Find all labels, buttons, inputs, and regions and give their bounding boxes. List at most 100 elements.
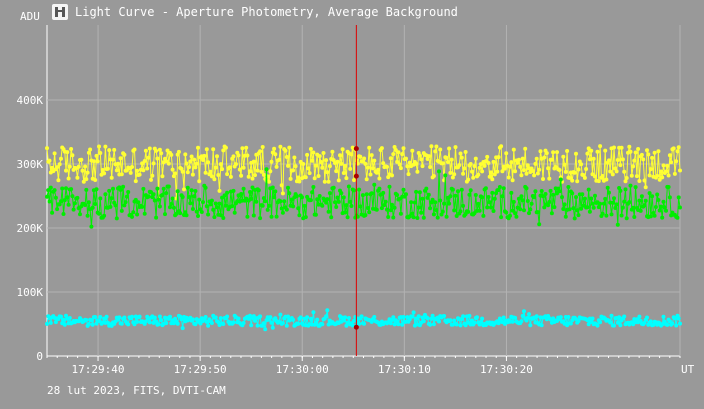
data-point [338, 153, 342, 158]
x-tick-label: 17:30:20 [480, 363, 533, 376]
data-point [603, 148, 608, 153]
data-point [234, 162, 238, 167]
data-point [156, 322, 161, 327]
data-point [442, 314, 447, 318]
data-point [143, 319, 148, 324]
data-point [410, 314, 415, 319]
data-point [372, 315, 377, 319]
data-point [344, 203, 349, 208]
data-point [480, 316, 485, 321]
data-point [482, 163, 487, 168]
data-point [225, 190, 230, 195]
data-point [64, 186, 68, 191]
data-point [277, 157, 282, 162]
data-point [598, 320, 603, 325]
data-point [259, 169, 264, 174]
data-point [614, 202, 619, 207]
data-point [84, 177, 89, 182]
data-point [572, 216, 577, 221]
data-point [90, 205, 95, 210]
data-point [400, 322, 405, 327]
data-point [391, 215, 396, 220]
data-point [254, 199, 259, 204]
data-point [476, 172, 481, 177]
data-point [675, 215, 680, 220]
y-tick-label: 100K [17, 286, 44, 299]
data-point [83, 203, 88, 207]
data-point [182, 187, 186, 192]
data-point [647, 191, 652, 196]
data-point [209, 198, 214, 203]
data-point [348, 199, 353, 204]
data-point [379, 146, 384, 151]
data-point [102, 171, 107, 176]
data-point [426, 192, 431, 197]
data-point [215, 205, 219, 210]
data-point [624, 216, 629, 221]
data-point [212, 177, 217, 182]
data-point [448, 194, 453, 199]
data-point [523, 146, 528, 151]
data-point [319, 160, 323, 164]
data-point [184, 213, 189, 218]
data-point [509, 160, 514, 165]
data-point [132, 322, 137, 327]
data-point [623, 187, 628, 192]
data-point [315, 317, 320, 322]
data-point [320, 165, 325, 170]
data-point [135, 212, 140, 217]
data-point [618, 163, 623, 168]
data-point [185, 185, 190, 190]
data-point [335, 195, 340, 200]
data-point [661, 199, 666, 204]
data-point [444, 155, 449, 160]
data-point [327, 191, 332, 196]
data-point [415, 169, 420, 174]
data-point [308, 198, 313, 203]
data-point [211, 147, 216, 152]
data-point [477, 165, 482, 170]
data-point [65, 150, 70, 155]
data-point [615, 320, 620, 325]
data-point [539, 189, 544, 193]
data-point [171, 205, 176, 210]
data-point [128, 170, 133, 175]
y-tick-label: 400K [17, 94, 44, 107]
data-point [404, 156, 408, 161]
data-point [283, 148, 288, 153]
data-point [400, 152, 405, 157]
data-point [397, 162, 402, 167]
data-point [312, 176, 317, 181]
data-point [184, 161, 189, 166]
data-point [410, 148, 415, 153]
data-point [215, 154, 219, 159]
data-point [272, 146, 277, 151]
series-1 [45, 167, 682, 229]
data-point [563, 169, 568, 174]
footer-info: 28 lut 2023, FITS, DVTI-CAM [47, 384, 226, 397]
data-point [414, 316, 419, 321]
data-point [350, 323, 355, 328]
data-point [624, 176, 629, 180]
data-point [146, 155, 151, 160]
data-point [388, 208, 393, 213]
data-point [118, 156, 123, 161]
data-point [341, 195, 346, 200]
data-point [132, 147, 137, 152]
data-point [637, 179, 642, 183]
data-point [152, 198, 157, 203]
data-point [376, 167, 381, 172]
data-point [123, 200, 128, 205]
data-point [147, 320, 152, 325]
data-point [67, 316, 72, 320]
data-point [487, 200, 492, 205]
data-point [199, 210, 204, 214]
data-point [598, 201, 603, 206]
data-point [160, 193, 165, 197]
x-axis-ticks: 17:29:40 17:29:50 17:30:00 17:30:10 17:30:20 [46, 356, 681, 376]
data-point [388, 321, 393, 326]
telescope-app-icon[interactable] [52, 4, 68, 20]
data-point [516, 157, 521, 162]
data-point [656, 149, 661, 154]
